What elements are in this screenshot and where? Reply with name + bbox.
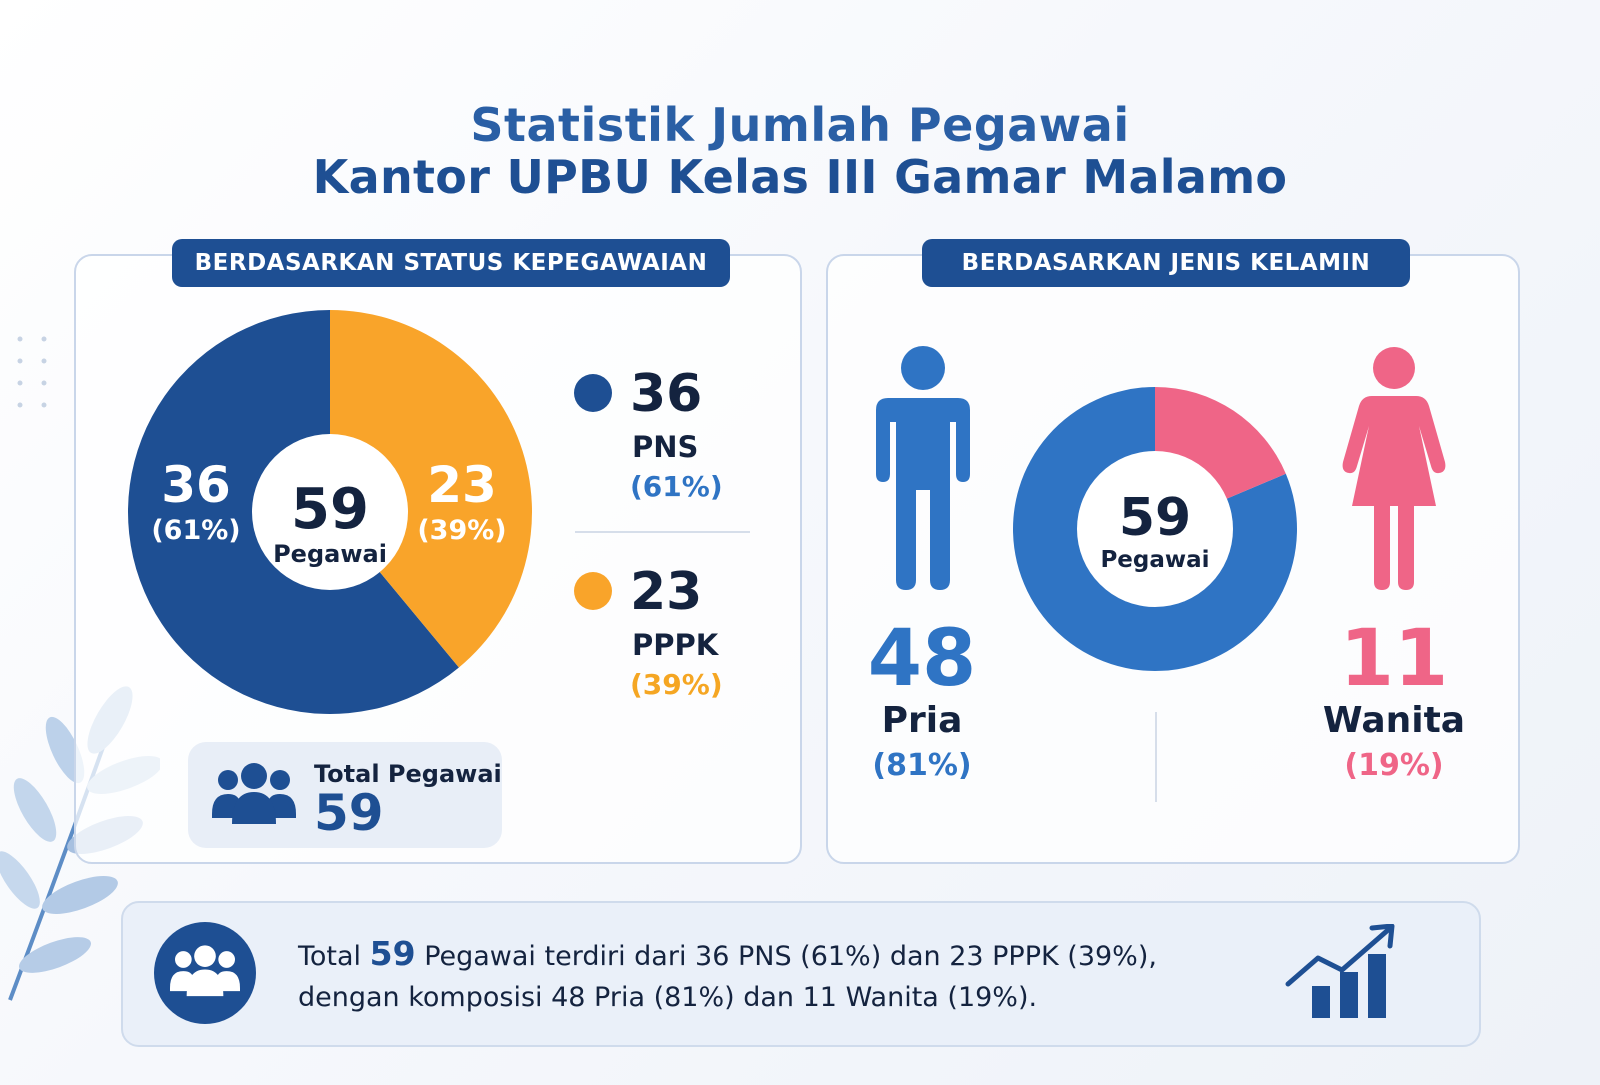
legend-percent-pppk: (39%) (630, 668, 723, 701)
status-pie-chart: 59 Pegawai 36 (61%) 23 (39%) (128, 310, 532, 714)
legend-label-pns: PNS (632, 430, 699, 464)
slice-label-pppk-percent: (39%) (417, 515, 506, 546)
dot-grid-decoration (17, 336, 47, 408)
legend-value-pns: 36 (630, 364, 703, 424)
summary-line1-rest: Pegawai terdiri dari 36 PNS (61%) dan 23… (424, 941, 1157, 972)
female-label: Wanita (1322, 700, 1466, 741)
status-center-label: Pegawai (273, 540, 387, 568)
gender-divider (1155, 712, 1157, 802)
male-percent: (81%) (872, 748, 972, 783)
status-panel-header: BERDASARKAN STATUS KEPEGAWAIAN (172, 239, 730, 287)
gender-center-label: Pegawai (1100, 547, 1209, 573)
people-group-icon (170, 945, 240, 997)
pie-slice-pppk (330, 310, 532, 668)
slice-label-pns-percent: (61%) (151, 515, 240, 546)
legend-divider (575, 531, 750, 533)
legend-label-pppk: PPPK (632, 628, 719, 662)
pie-center-hole (252, 434, 408, 590)
gender-donut-chart: 59 Pegawai (1013, 387, 1297, 671)
total-employees-label: Total Pegawai (314, 760, 502, 788)
legend-dot-pppk (574, 572, 612, 610)
summary-line1: Total 59 Pegawai terdiri dari 36 PNS (61… (298, 932, 1157, 979)
male-label: Pria (881, 700, 963, 741)
summary-total: 59 (369, 934, 416, 973)
total-employees-card (188, 742, 502, 848)
gender-center-value: 59 (1119, 488, 1191, 548)
legend-dot-pns (574, 374, 612, 412)
page-title-line1: Statistik Jumlah Pegawai (470, 98, 1130, 152)
slice-label-pppk-value: 23 (427, 456, 497, 514)
female-count: 11 (1339, 614, 1449, 704)
summary-card (121, 901, 1481, 1047)
summary-prefix: Total (298, 941, 362, 972)
legend-percent-pns: (61%) (630, 470, 723, 503)
legend-value-pppk: 23 (630, 562, 703, 622)
gender-panel-header: BERDASARKAN JENIS KELAMIN (922, 239, 1410, 287)
male-person-icon (876, 346, 970, 590)
summary-line2: dengan komposisi 48 Pria (81%) dan 11 Wa… (298, 982, 1038, 1013)
slice-label-pns-value: 36 (161, 456, 231, 514)
growth-chart-icon (1285, 924, 1395, 1018)
total-employees-value: 59 (314, 784, 384, 842)
donut-center-hole (1077, 451, 1233, 607)
female-percent: (19%) (1344, 748, 1444, 783)
male-count: 48 (867, 614, 977, 704)
people-group-icon (212, 763, 296, 824)
status-center-value: 59 (291, 477, 369, 542)
female-person-icon (1342, 347, 1446, 590)
page-title-line2: Kantor UPBU Kelas III Gamar Malamo (312, 150, 1288, 204)
